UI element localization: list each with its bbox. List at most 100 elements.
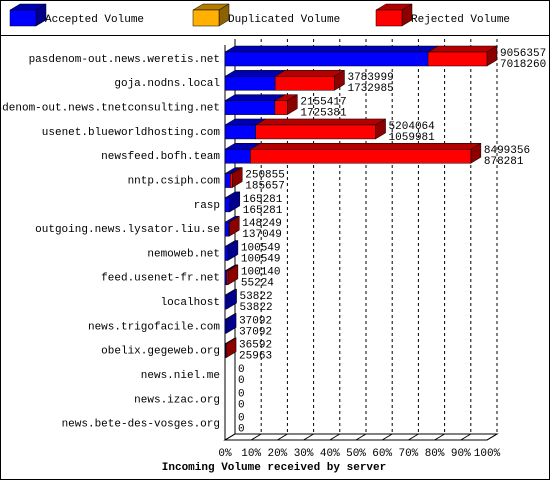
accepted-label: 100549 (241, 253, 281, 265)
y-tick-label: goja.nodns.local (114, 78, 220, 90)
y-tick-label: pasdenom-out.news.tnetconsulting.net (0, 103, 220, 115)
accepted-label: 0 (238, 424, 245, 436)
x-tick-label: 40% (320, 448, 340, 460)
accepted-label: 878281 (484, 156, 524, 168)
bar-top (249, 143, 482, 150)
y-tick-label: obelix.gegeweb.org (101, 346, 220, 358)
x-tick-label: 90% (451, 448, 471, 460)
y-tick-label: rasp (194, 200, 220, 212)
accepted-label: 0 (238, 399, 245, 411)
bar (226, 270, 229, 286)
accepted-label: 1732985 (347, 83, 393, 95)
y-tick-label: feed.usenet-fr.net (101, 273, 220, 285)
accepted-label: 7018260 (500, 59, 546, 71)
bar (224, 124, 256, 140)
bar (274, 100, 288, 115)
bar-top (254, 118, 387, 126)
bar-top (224, 45, 439, 53)
bar-top (224, 70, 287, 77)
bar (224, 246, 229, 261)
x-tick-label: 70% (398, 448, 418, 460)
y-tick-label: news.izac.org (134, 394, 220, 406)
x-tick-label: 60% (372, 448, 392, 460)
accepted-label: 185657 (245, 180, 285, 192)
total-label: 165281 (243, 194, 283, 206)
bar (230, 173, 233, 188)
bar (224, 319, 227, 334)
bar (224, 294, 227, 310)
x-tick (408, 433, 419, 441)
y-tick-label: news.bete-des-vosges.org (62, 419, 220, 431)
accepted-label: 55224 (241, 278, 274, 290)
legend-label: Accepted Volume (45, 14, 144, 26)
bar-top (427, 45, 498, 53)
total-label: 37092 (239, 315, 272, 327)
total-label: 2155417 (300, 97, 346, 109)
total-label: 8499356 (484, 145, 530, 157)
total-label: 0 (238, 413, 245, 425)
x-tick-label: 50% (346, 448, 366, 460)
chart-title: Incoming Volume received by server (162, 462, 386, 474)
accepted-label: 137049 (242, 229, 282, 241)
legend-swatch (375, 9, 403, 27)
y-tick-label: news.niel.me (141, 370, 220, 382)
y-tick-label: usenet.blueworldhosting.com (42, 127, 221, 139)
legend-swatch (9, 9, 37, 27)
accepted-label: 53822 (240, 302, 273, 314)
accepted-label: 25963 (239, 351, 272, 363)
bar (224, 173, 231, 188)
bar (250, 149, 472, 164)
x-tick (329, 433, 341, 441)
accepted-label: 165281 (243, 205, 283, 217)
bar (224, 76, 276, 91)
bar (224, 149, 251, 164)
total-label: 0 (238, 388, 245, 400)
total-label: 36592 (239, 340, 272, 352)
x-tick-label: 30% (294, 448, 314, 460)
accepted-label: 1725381 (300, 108, 347, 120)
bar (224, 221, 230, 237)
legend-label: Rejected Volume (411, 14, 510, 26)
x-tick-label: 100% (474, 448, 501, 460)
x-tick (460, 433, 472, 441)
legend-label: Duplicated Volume (228, 14, 340, 26)
y-tick-label: nemoweb.net (147, 248, 220, 260)
x-tick (434, 433, 445, 441)
bar (274, 76, 335, 91)
bar-top (274, 70, 346, 77)
y-tick-label: pasdenom-out.news.weretis.net (29, 54, 220, 66)
total-label: 0 (238, 364, 245, 376)
x-tick-label: 0% (218, 448, 232, 460)
x-tick (224, 433, 236, 441)
bar (224, 197, 231, 213)
bar (427, 51, 488, 67)
y-tick-label: newsfeed.bofh.team (101, 151, 220, 163)
legend-swatch (192, 9, 220, 27)
x-tick-label: 10% (241, 448, 261, 460)
bar (224, 100, 276, 115)
x-tick (486, 433, 498, 441)
accepted-label: 0 (238, 375, 245, 387)
total-label: 5204064 (389, 121, 436, 133)
total-label: 100140 (241, 267, 281, 279)
bar (255, 124, 376, 140)
bar-top (224, 94, 286, 101)
total-label: 250855 (245, 169, 285, 181)
total-label: 53822 (240, 291, 273, 303)
total-label: 148249 (242, 218, 282, 230)
x-tick (355, 433, 367, 441)
y-tick-label: localhost (161, 297, 220, 309)
x-tick-label: 80% (425, 448, 445, 460)
x-tick (250, 433, 262, 441)
x-tick (277, 433, 288, 441)
total-label: 9056357 (500, 48, 546, 60)
x-tick-label: 20% (267, 448, 287, 460)
accepted-label: 1059981 (389, 132, 436, 144)
total-label: 3783999 (347, 72, 393, 84)
accepted-label: 37092 (239, 326, 272, 338)
y-tick-label: outgoing.news.lysator.liu.se (35, 224, 220, 236)
x-tick (381, 433, 393, 441)
x-tick (303, 433, 314, 441)
total-label: 100549 (241, 242, 281, 254)
